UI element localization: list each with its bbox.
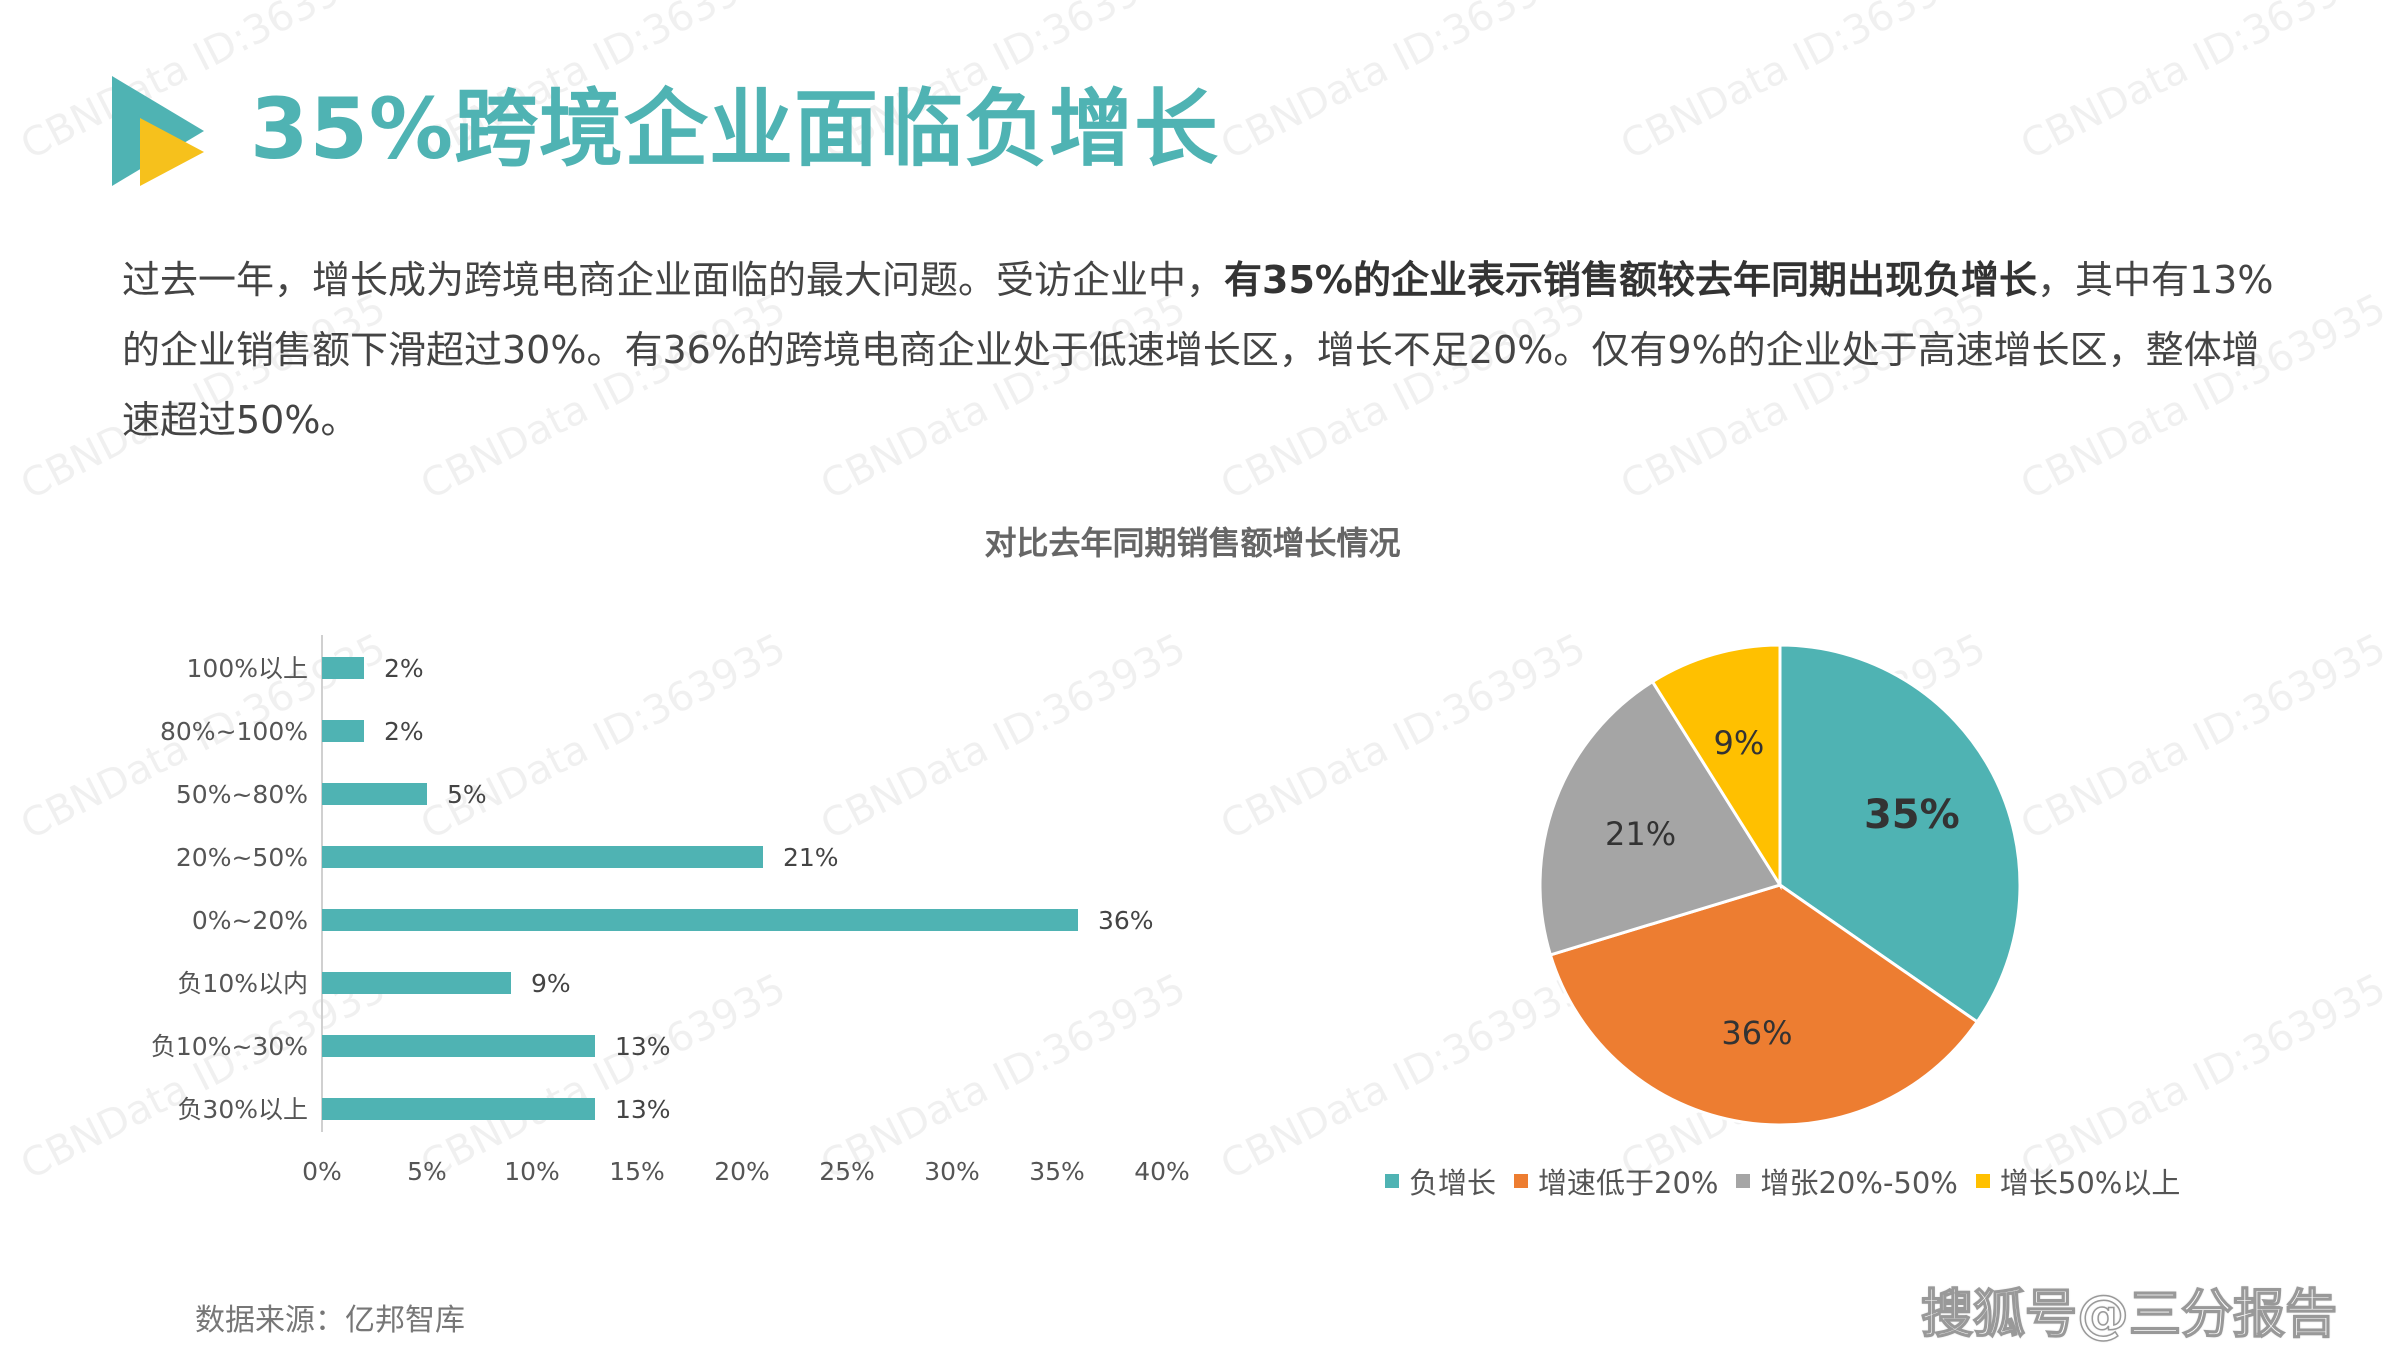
watermark-text: CBNData ID:363935 — [2014, 625, 2385, 849]
category-label: 0%~20% — [192, 906, 308, 935]
bar-value-label: 2% — [384, 654, 424, 683]
pie-chart: 35% 36% 21% 9% — [1538, 643, 2022, 1127]
category-label: 负10%以内 — [177, 969, 308, 998]
bar — [322, 846, 763, 868]
brand-watermark: 搜狐号@三分报告 — [1920, 1284, 2338, 1346]
category-label: 负10%~30% — [151, 1032, 308, 1061]
pie-slice-label: 35% — [1864, 792, 1960, 838]
x-tick-label: 15% — [609, 1157, 665, 1186]
bar-value-label: 13% — [615, 1032, 671, 1061]
category-label: 100%以上 — [187, 654, 308, 683]
category-label: 负30%以上 — [177, 1095, 308, 1124]
bar — [322, 657, 364, 679]
bar — [322, 972, 511, 994]
bar-value-label: 5% — [447, 780, 487, 809]
pie-slice-label: 9% — [1714, 724, 1765, 762]
bar — [322, 909, 1078, 931]
x-tick-label: 25% — [819, 1157, 875, 1186]
bar-chart: 100%以上 2% 80%~100% 2% 50%~80% 5% 20%~50% 21% 0%~… — [151, 635, 1190, 1186]
intro-text-2: ，其中有13%的企业销售额下滑超过30%。有36%的跨境电商企业处于低速增长区，… — [122, 258, 2274, 442]
data-source: 数据来源：亿邦智库 — [195, 1303, 465, 1338]
legend-swatch — [1975, 1174, 1990, 1188]
bar-value-label: 13% — [615, 1095, 671, 1124]
bar-value-label: 21% — [783, 843, 839, 872]
legend-swatch — [1736, 1174, 1751, 1188]
legend-label: 增长50%以上 — [1999, 1166, 2181, 1200]
x-tick-label: 10% — [504, 1157, 560, 1186]
bar — [322, 1035, 595, 1057]
bar-value-label: 9% — [531, 969, 571, 998]
bar-value-label: 2% — [384, 717, 424, 746]
x-tick-label: 40% — [1134, 1157, 1190, 1186]
x-tick-label: 0% — [302, 1157, 342, 1186]
pie-slice — [1650, 643, 1782, 891]
watermark-text: CBNData ID:363935 — [2014, 0, 2385, 169]
pie-legend: 负增长 增速低于20% 增张20%-50% 增长50%以上 — [1385, 1160, 2180, 1202]
category-label: 20%~50% — [176, 843, 308, 872]
chart-title: 对比去年同期销售额增长情况 — [984, 524, 1401, 562]
watermark-text: CBNData ID:363935 — [2014, 965, 2385, 1189]
legend-label: 增速低于20% — [1538, 1166, 1719, 1200]
x-tick-label: 30% — [924, 1157, 980, 1186]
bar — [322, 720, 364, 742]
bar — [322, 1098, 595, 1120]
intro-paragraph: 过去一年，增长成为跨境电商企业面临的最大问题。受访企业中，有35%的企业表示销售… — [122, 245, 2282, 455]
x-tick-label: 20% — [714, 1157, 770, 1186]
page-title: 35%跨境企业面临负增长 — [250, 80, 1220, 178]
x-tick-label: 35% — [1029, 1157, 1085, 1186]
legend-swatch — [1514, 1174, 1529, 1188]
pie-slice — [1548, 883, 1980, 1127]
legend-item: 负增长 — [1385, 1160, 1496, 1202]
legend-item: 增张20%-50% — [1736, 1160, 1958, 1202]
watermark-text: CBNData ID:363935 — [1614, 0, 1993, 169]
legend-item: 增长50%以上 — [1975, 1160, 2181, 1202]
legend-item: 增速低于20% — [1514, 1160, 1718, 1202]
legend-label: 增张20%-50% — [1760, 1166, 1958, 1200]
legend-swatch — [1385, 1174, 1399, 1188]
pie-slice — [1538, 679, 1783, 957]
pie-slice-label: 36% — [1721, 1014, 1792, 1052]
category-label: 50%~80% — [176, 780, 308, 809]
legend-label: 负增长 — [1409, 1166, 1497, 1200]
intro-text-1: 过去一年，增长成为跨境电商企业面临的最大问题。受访企业中， — [122, 258, 1225, 302]
bar — [322, 783, 427, 805]
bar-value-label: 36% — [1098, 906, 1154, 935]
pie-slice — [1778, 643, 2022, 1024]
x-tick-label: 5% — [407, 1157, 447, 1186]
category-label: 80%~100% — [160, 717, 308, 746]
watermark-text: CBNData ID:363935 — [1214, 0, 1593, 169]
logo-play-icon — [112, 76, 204, 186]
pie-slice-label: 21% — [1605, 815, 1676, 853]
intro-highlight: 有35%的企业表示销售额较去年同期出现负增长 — [1224, 258, 2037, 302]
